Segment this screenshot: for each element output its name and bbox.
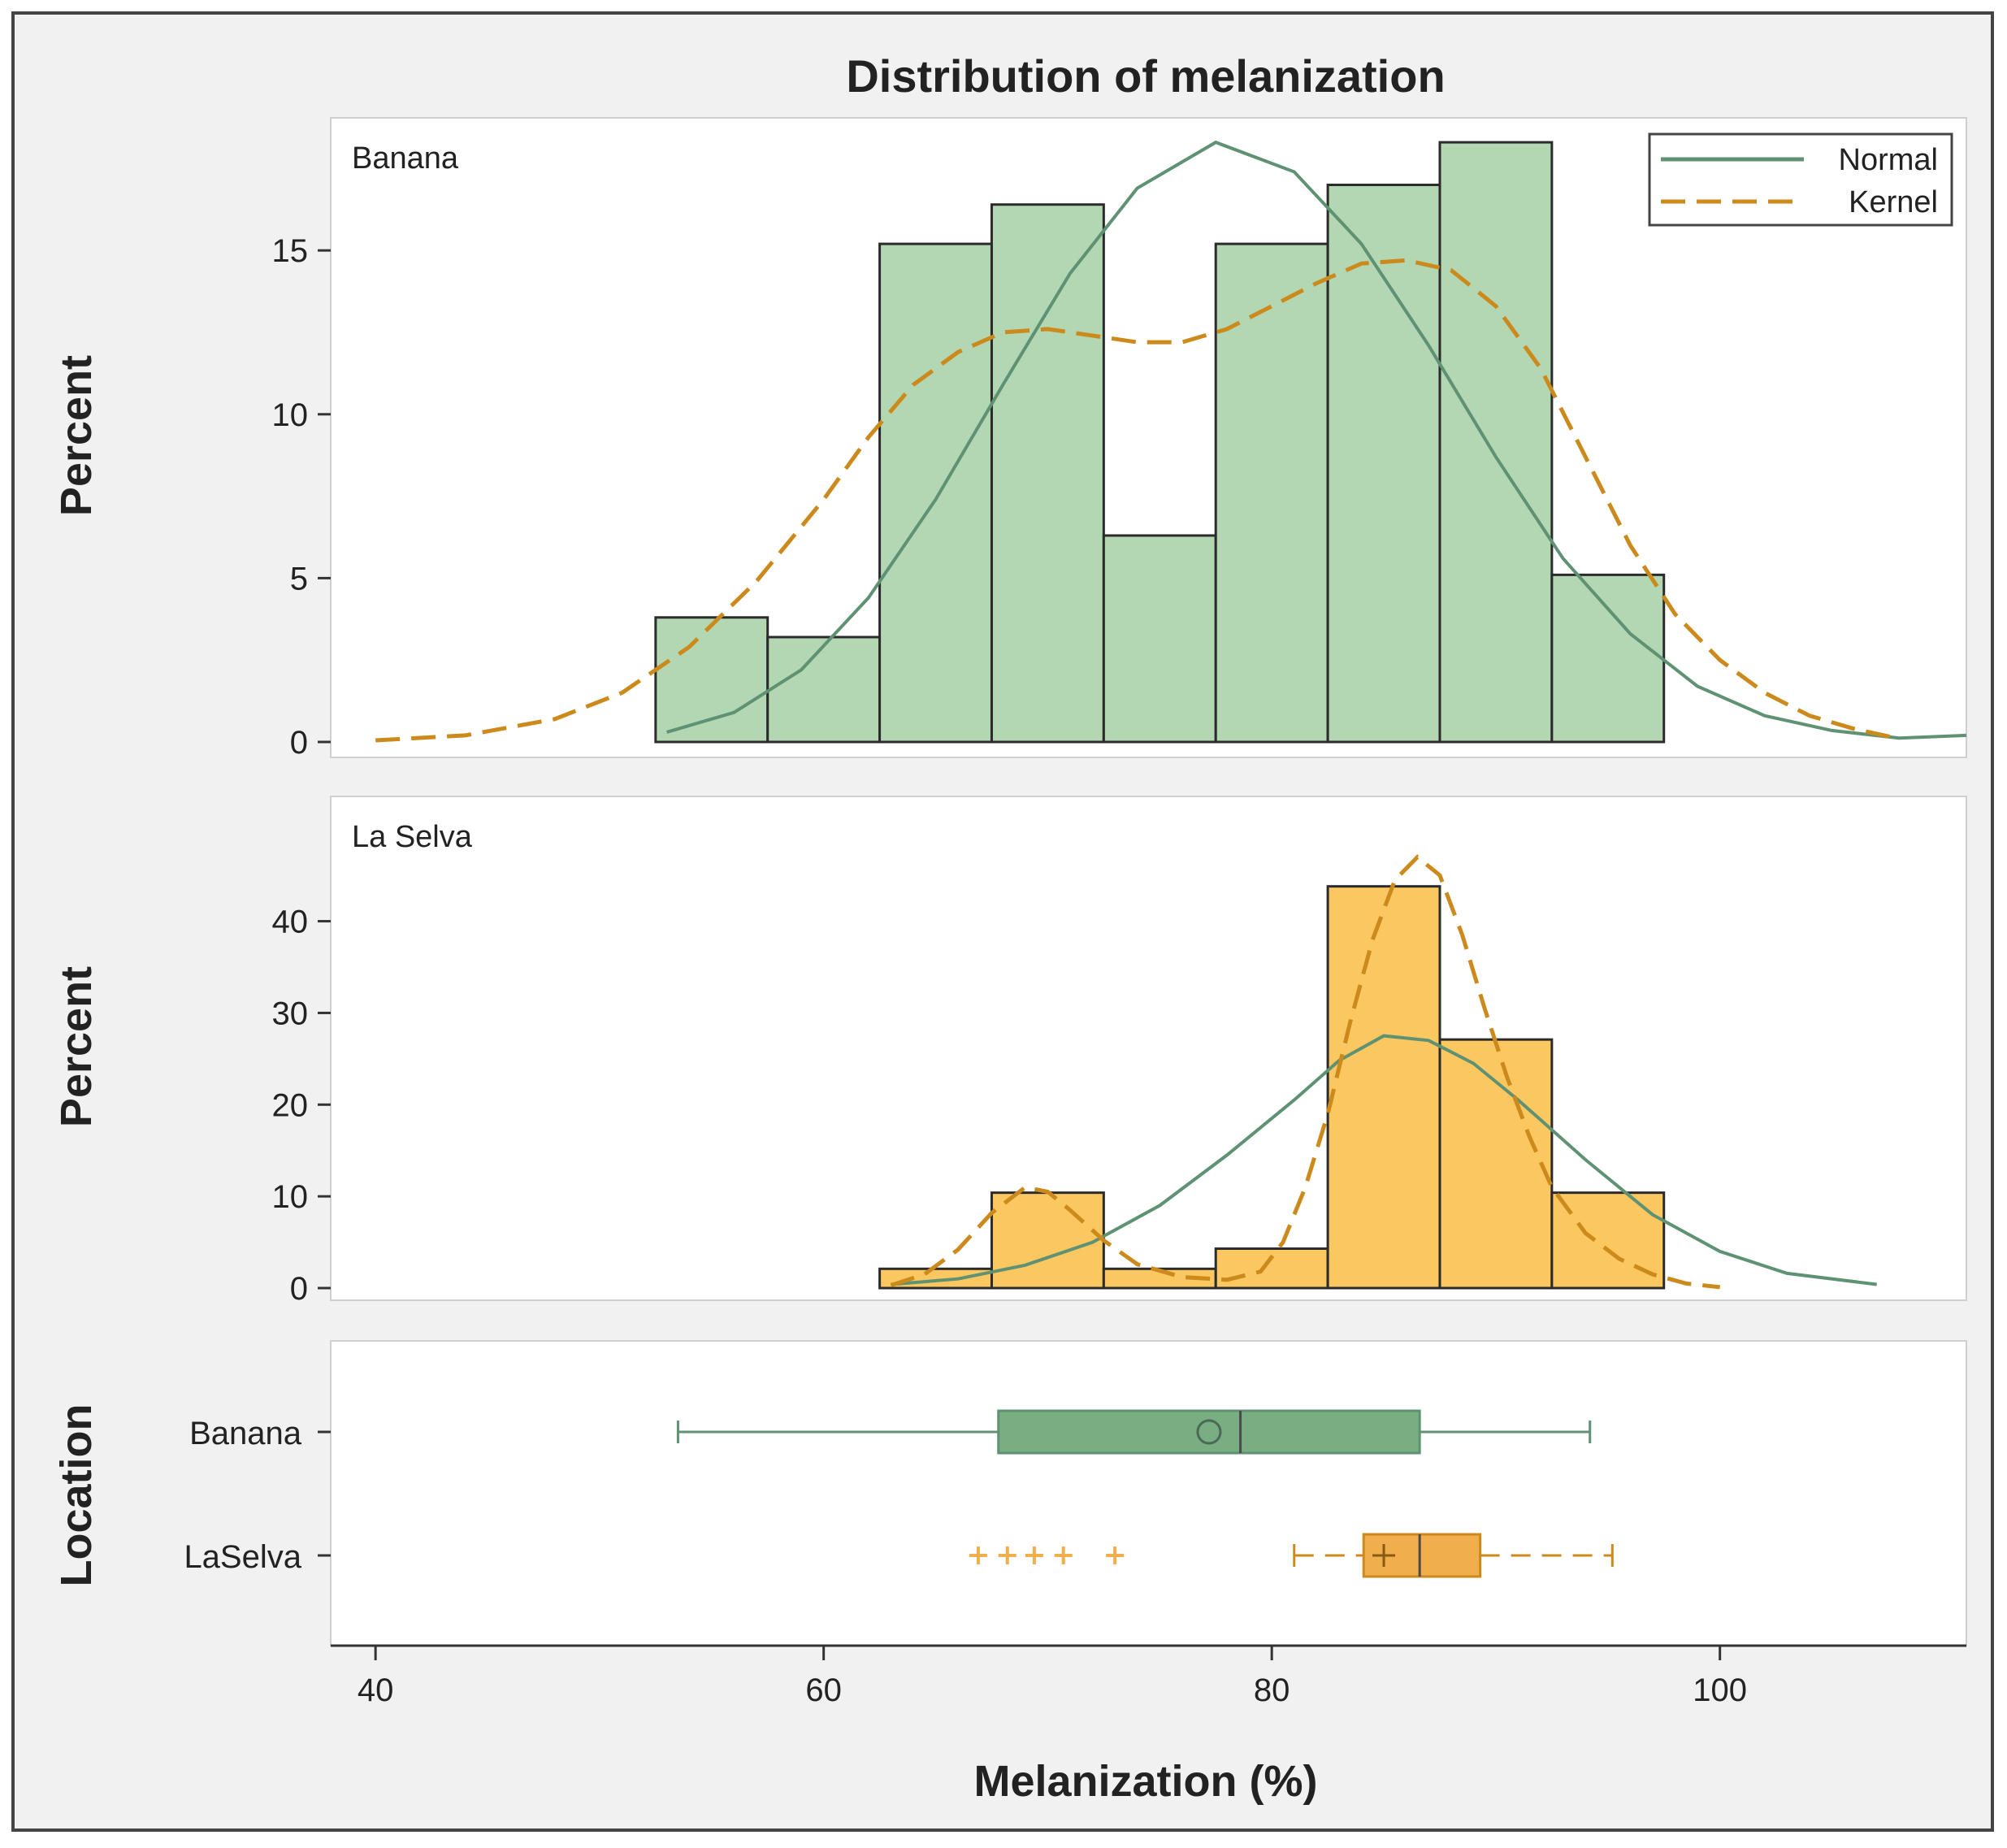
histogram-bar-banana: [1550, 573, 1666, 744]
kernel-curve-banana: [375, 258, 1900, 743]
outlier-marker-laselva: [1106, 1547, 1125, 1564]
y-tick-label-laselva: 0: [290, 1271, 308, 1307]
y-tick-label-banana: 15: [272, 233, 309, 269]
panel-label-banana: Banana: [352, 141, 459, 176]
y-axis-title-location: Location: [52, 1404, 101, 1587]
histogram-bar-laselva: [1214, 1247, 1329, 1290]
x-tick-label: 60: [805, 1672, 842, 1708]
kernel-curve-laselva: [890, 854, 1720, 1290]
y-tick-label-banana: 0: [290, 725, 308, 761]
mean-marker-laselva: [1372, 1544, 1396, 1567]
outlier-marker-laselva: [1025, 1547, 1043, 1564]
x-tick-label: 80: [1254, 1672, 1290, 1708]
x-tick-label: 100: [1693, 1672, 1747, 1708]
y-tick-label-laselva: 20: [272, 1087, 309, 1123]
y-axis-title-banana: Percent: [52, 355, 101, 516]
y-tick-label-laselva: 10: [272, 1179, 309, 1215]
histogram-bar-banana: [766, 636, 882, 744]
y-tick-label-banana: 10: [272, 397, 309, 433]
legend-normal-label: Normal: [1839, 143, 1938, 177]
panel-label-laselva: La Selva: [352, 820, 473, 854]
histogram-bar-banana: [1214, 242, 1329, 744]
histogram-bar-banana: [654, 616, 769, 744]
box-laselva: [1362, 1533, 1482, 1578]
y-tick-label-laselva: 30: [272, 996, 309, 1031]
histogram-bar-laselva: [1326, 885, 1441, 1290]
mean-marker-banana: [1196, 1419, 1222, 1445]
histogram-bar-banana: [878, 242, 993, 744]
histogram-bar-laselva: [990, 1191, 1105, 1290]
histogram-bar-banana: [1438, 141, 1554, 744]
y-tick-label-banana: 5: [290, 561, 308, 596]
y-axis-title-laselva: Percent: [52, 966, 101, 1127]
panel-laselva: [330, 796, 1967, 1301]
histogram-bar-banana: [1102, 534, 1217, 744]
outlier-marker-laselva: [1054, 1547, 1073, 1564]
legend-box: [1648, 132, 1953, 227]
histogram-bar-laselva: [1438, 1038, 1554, 1290]
location-label-banana: Banana: [189, 1416, 302, 1451]
x-tick-label: 40: [358, 1672, 394, 1708]
histogram-bar-banana: [1326, 184, 1441, 744]
x-axis-title: Melanization (%): [973, 1757, 1317, 1806]
outlier-marker-laselva: [969, 1547, 987, 1564]
outlier-marker-laselva: [998, 1547, 1017, 1564]
panel-location: [330, 1340, 1967, 1646]
legend-kernel-label: Kernel: [1849, 185, 1938, 219]
normal-curve-banana: [666, 140, 1967, 740]
y-tick-label-laselva: 40: [272, 904, 309, 940]
histogram-bar-banana: [990, 203, 1105, 744]
chart-title: Distribution of melanization: [846, 50, 1445, 102]
box-banana: [997, 1409, 1421, 1455]
location-label-laselva: LaSelva: [184, 1539, 301, 1575]
normal-curve-laselva: [891, 1034, 1877, 1286]
